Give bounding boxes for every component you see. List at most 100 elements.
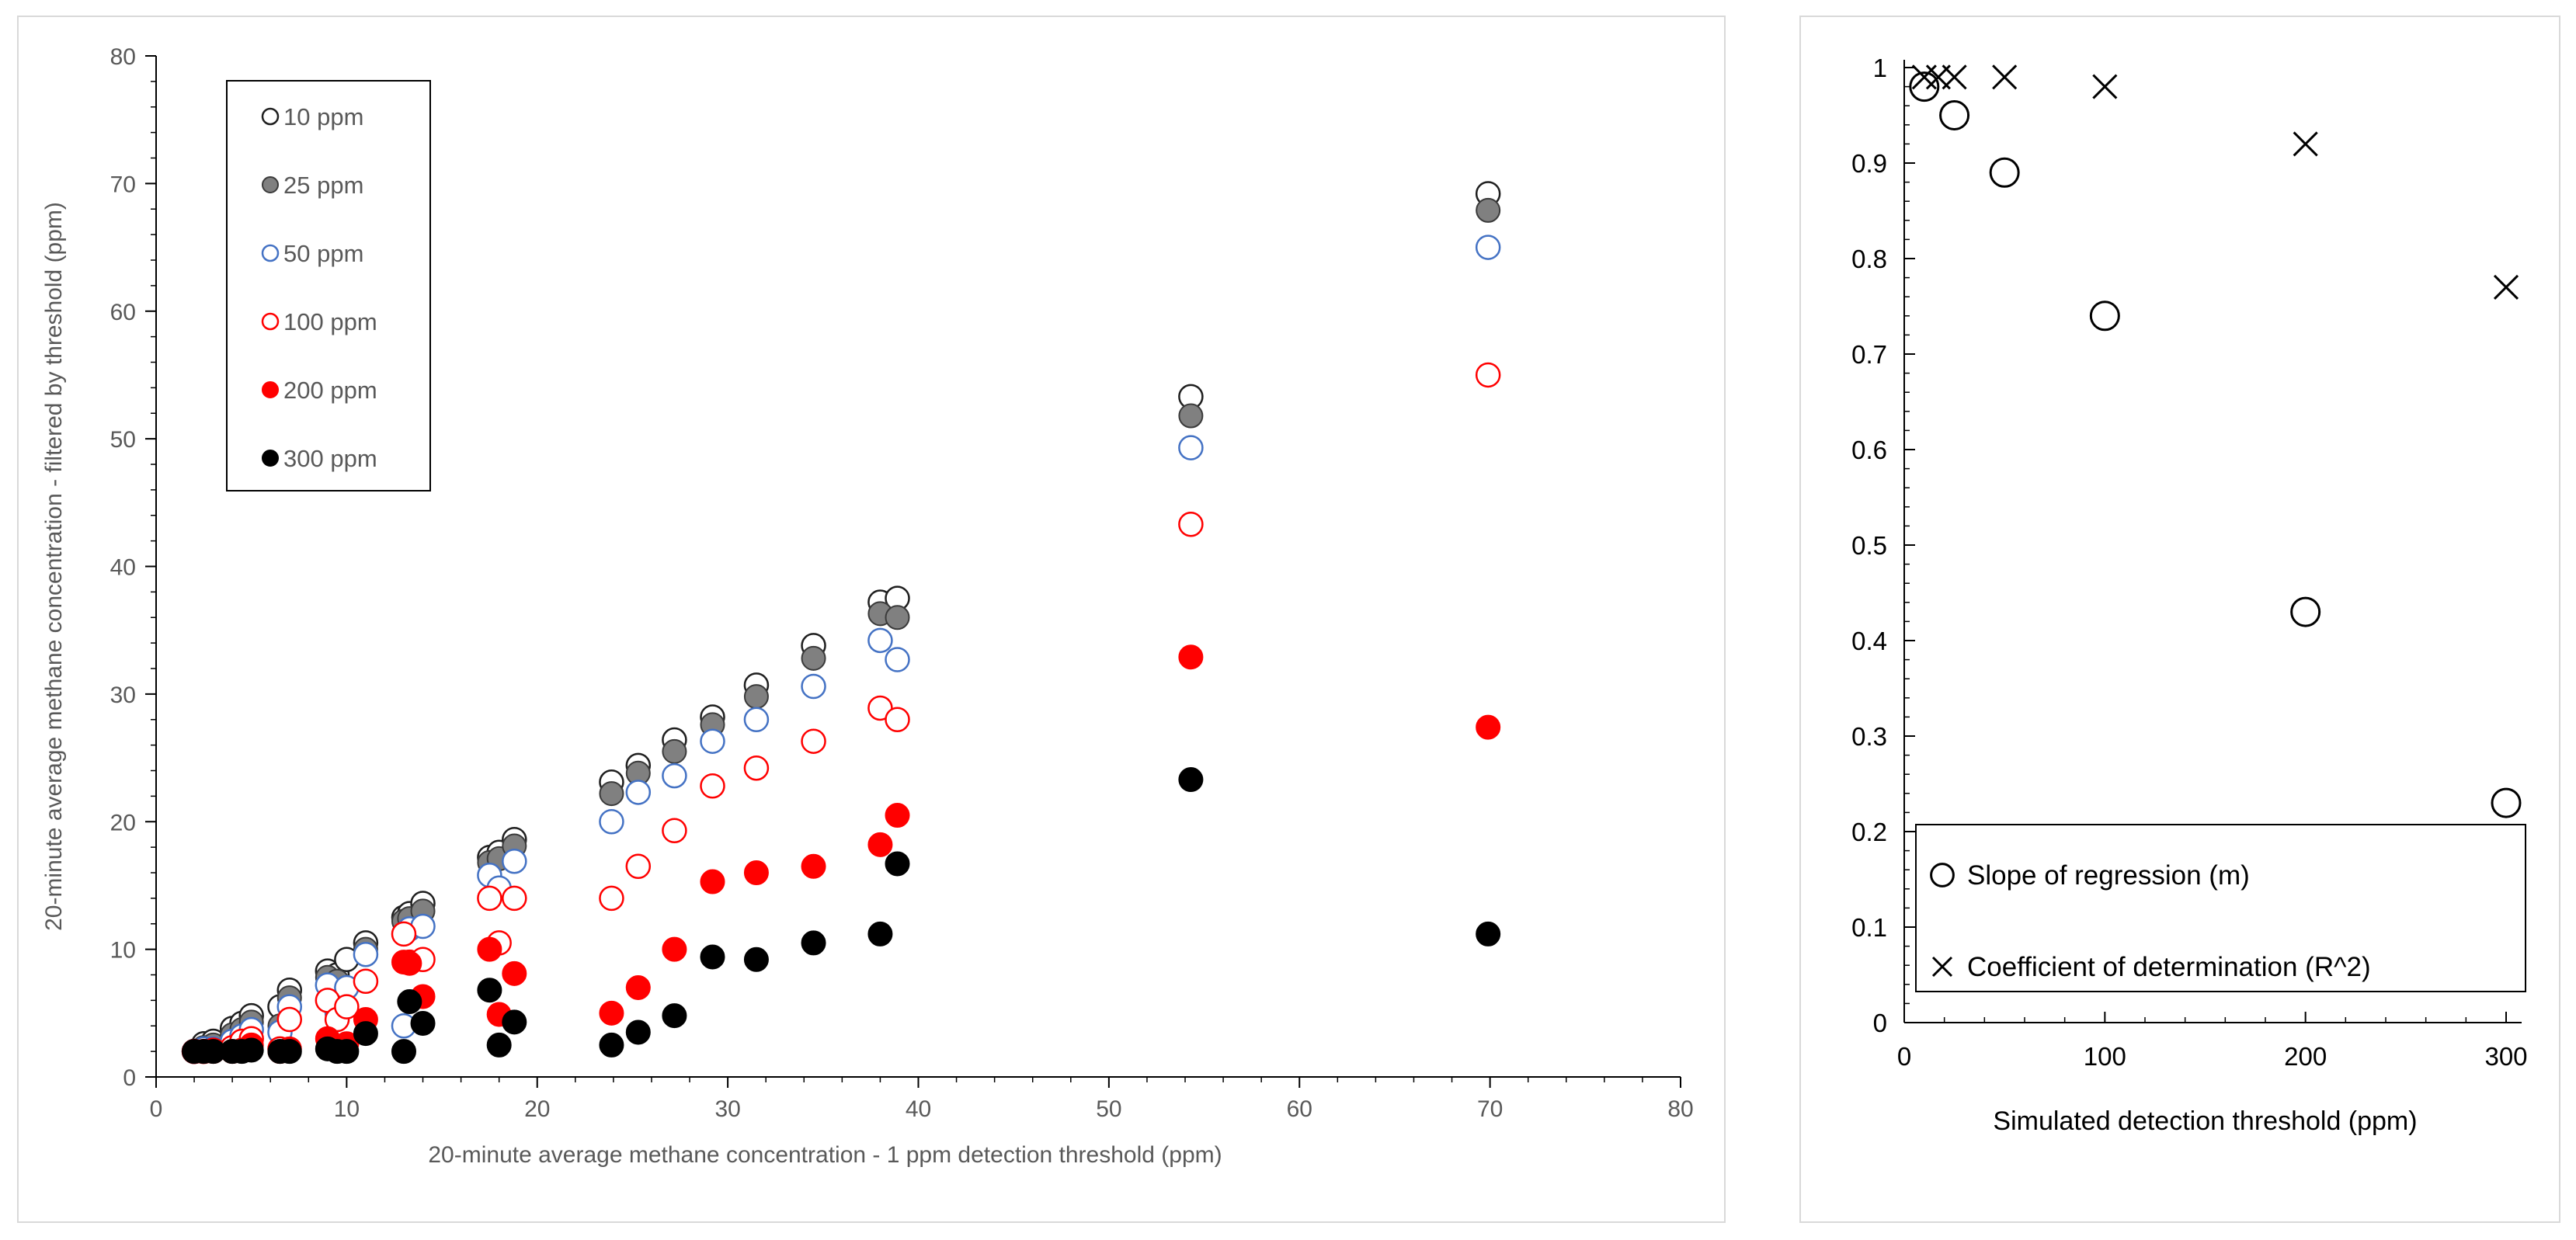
data-point <box>625 1019 651 1045</box>
legend-label: 300 ppm <box>283 445 377 472</box>
y-tick-label: 0.8 <box>1851 245 1887 273</box>
legend-marker <box>261 312 280 331</box>
series-200-ppm <box>182 644 1501 1065</box>
x-tick-label: 300 <box>2484 1042 2527 1071</box>
data-point <box>502 885 527 912</box>
data-point <box>391 1039 416 1065</box>
x-tick-label: 0 <box>150 1096 163 1122</box>
data-point <box>1992 64 2018 90</box>
data-point <box>486 1032 512 1058</box>
y-axis-label: 20-minute average methane concentration … <box>41 202 67 931</box>
x-tick-label: 10 <box>334 1096 360 1122</box>
legend-marker <box>261 107 280 126</box>
data-point <box>1178 403 1204 429</box>
data-point <box>885 707 910 732</box>
data-point <box>2092 74 2118 99</box>
x-tick-label: 200 <box>2284 1042 2327 1071</box>
data-point <box>334 994 360 1019</box>
y-tick-label: 40 <box>110 555 136 581</box>
data-point <box>743 946 769 972</box>
data-point <box>743 755 770 781</box>
data-point <box>353 968 379 994</box>
data-point <box>599 1032 624 1058</box>
x-tick-label: 60 <box>1287 1096 1312 1122</box>
data-point <box>502 848 527 874</box>
data-point <box>599 885 624 912</box>
legend-marker <box>262 176 279 193</box>
data-point <box>1942 64 1967 90</box>
data-point <box>599 781 624 807</box>
data-point <box>801 930 826 956</box>
data-point <box>801 728 826 754</box>
x-tick-label: 70 <box>1477 1096 1503 1122</box>
data-point <box>276 1006 303 1033</box>
data-point <box>353 1021 378 1047</box>
x-tick-label: 20 <box>524 1096 550 1122</box>
data-point <box>662 762 687 789</box>
data-point <box>867 921 893 946</box>
y-tick-label: 0.5 <box>1851 531 1887 560</box>
data-point <box>2493 274 2519 300</box>
y-tick-label: 70 <box>110 172 136 197</box>
y-tick-label: 1 <box>1873 54 1887 82</box>
y-tick-label: 0.2 <box>1851 818 1887 846</box>
y-tick-label: 50 <box>110 427 136 453</box>
data-point <box>1178 512 1204 537</box>
data-point <box>410 1010 436 1036</box>
left-chart: 0 10 20 30 40 50 60 70 80 0 10 20 30 40 50 60 70 80 20-min… <box>41 44 1694 1168</box>
y-tick-label: 0.4 <box>1851 627 1887 655</box>
data-point <box>867 627 893 654</box>
data-point <box>700 728 725 754</box>
x-tick-label: 80 <box>1667 1096 1693 1122</box>
x-axis-label: 20-minute average methane concentration … <box>428 1142 1222 1168</box>
data-point <box>1476 197 1501 223</box>
data-point <box>700 869 725 894</box>
legend-label: 200 ppm <box>283 377 377 404</box>
data-point <box>599 809 624 835</box>
data-point <box>1476 714 1501 740</box>
y-tick-label: 0 <box>1873 1009 1887 1037</box>
right-chart-panel: 0 0.1 0.2 0.3 0.4 0.5 0.6 0.7 0.8 0.9 1 0 100 200 300 S… <box>1799 16 2560 1223</box>
data-point <box>397 950 422 976</box>
legend-label: 100 ppm <box>283 308 377 335</box>
data-point <box>477 885 502 912</box>
data-point <box>885 851 910 877</box>
y-tick-label: 0.7 <box>1851 340 1887 369</box>
x-tick-label: 40 <box>906 1096 931 1122</box>
data-point <box>353 941 379 967</box>
data-point <box>625 974 651 1000</box>
data-point <box>1989 157 2020 188</box>
data-point <box>801 853 826 879</box>
data-point <box>1909 71 1940 102</box>
legend-label: Slope of regression (m) <box>1967 860 2250 891</box>
series-300-ppm <box>182 767 1501 1065</box>
data-point <box>625 853 652 880</box>
data-point <box>662 738 687 764</box>
data-point <box>1931 956 1953 978</box>
y-tick-label: 0.9 <box>1851 149 1887 178</box>
legend-label: 25 ppm <box>283 172 363 199</box>
x-tick-label: 30 <box>714 1096 740 1122</box>
data-point <box>502 1009 527 1035</box>
data-point <box>801 645 826 671</box>
data-point <box>397 989 422 1015</box>
legend-box <box>1915 824 2526 992</box>
legend-marker <box>1931 956 1953 978</box>
legend-marker <box>262 450 279 467</box>
data-point <box>885 647 910 672</box>
series-coefficient-of-determination-r-2 <box>1911 64 2519 300</box>
data-point <box>700 944 725 970</box>
data-point <box>334 1039 360 1065</box>
data-point <box>238 1037 264 1063</box>
data-point <box>2089 300 2120 332</box>
legend-label: 10 ppm <box>283 103 363 130</box>
data-point <box>2290 596 2321 627</box>
series-slope-of-regression-m <box>1909 71 2522 818</box>
legend-box <box>226 80 431 491</box>
data-point <box>625 780 652 805</box>
data-point <box>867 832 893 857</box>
x-tick-label: 0 <box>1897 1042 1911 1071</box>
data-point <box>743 684 769 710</box>
data-point <box>885 605 910 630</box>
y-tick-label: 20 <box>110 810 136 835</box>
